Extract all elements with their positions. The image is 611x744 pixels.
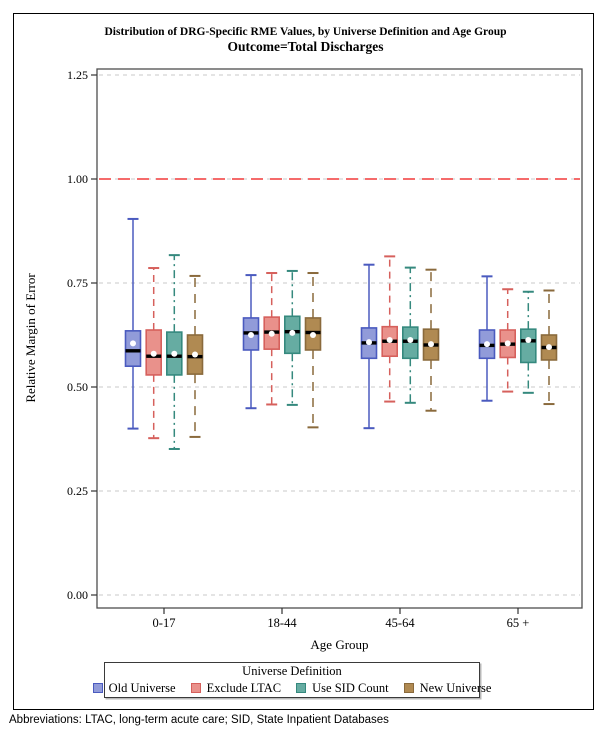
figure-border [13,13,594,710]
y-tick-label: 1.00 [67,172,88,186]
mean-marker-new-universe-0-17 [192,351,198,358]
mean-marker-exclude-ltac-65+ [504,340,511,347]
x-tick-label: 0-17 [153,616,176,630]
y-tick-label: 0.25 [67,484,88,498]
legend-swatch-icon [190,683,201,693]
legend-items: Old Universe Exclude LTAC Use SID Count New… [92,679,491,697]
y-tick-label: 0.50 [67,380,88,394]
legend-label: Use SID Count [312,680,389,695]
x-axis-title: Age Group [310,637,369,652]
plot-frame [96,68,583,609]
footnote: Abbreviations: LTAC, long-term acute car… [9,714,389,726]
box-use-sid-count-65+ [519,328,537,364]
box-old-universe-0-17 [124,330,142,367]
legend-item-exclude-ltac: Exclude LTAC [190,680,282,696]
y-tick-label: 0.75 [67,276,88,290]
y-axis-title: Relative Margin of Error [23,273,38,403]
legend-label: Old Universe [108,680,176,695]
mean-marker-old-universe-0-17 [130,340,136,347]
mean-marker-use-sid-count-65+ [525,336,532,343]
y-tick-label: 1.25 [67,68,88,82]
chart-title: Distribution of DRG-Specific RME Values,… [104,26,507,38]
legend-item-new-universe: New Universe [403,680,492,696]
mean-marker-use-sid-count-0-17 [171,350,178,357]
mean-marker-new-universe-45-64 [428,341,434,348]
y-tick-label: 0.00 [67,588,88,602]
legend-label: New Universe [419,680,492,695]
x-tick-label: 65 + [507,616,530,630]
mean-marker-exclude-ltac-45-64 [386,336,393,343]
mean-marker-exclude-ltac-0-17 [150,350,157,357]
legend-swatch-icon [296,683,307,693]
legend-title: Universe Definition [242,664,342,678]
x-tick-label: 45-64 [385,616,415,630]
legend-item-old-universe: Old Universe [92,680,176,696]
mean-marker-use-sid-count-18-44 [289,329,296,336]
legend-item-use-sid-count: Use SID Count [296,680,389,696]
legend-swatch-icon [92,683,103,693]
mean-marker-old-universe-45-64 [366,339,372,346]
legend: Universe Definition Old Universe Exclude … [92,662,491,698]
mean-marker-new-universe-18-44 [310,332,316,338]
x-tick-label: 18-44 [267,616,297,630]
chart-subtitle: Outcome=Total Discharges [227,39,384,54]
mean-marker-exclude-ltac-18-44 [268,330,275,337]
mean-marker-old-universe-18-44 [248,332,254,338]
mean-marker-use-sid-count-45-64 [407,336,414,343]
legend-label: Exclude LTAC [206,680,282,695]
legend-swatch-icon [403,683,414,693]
mean-marker-new-universe-65+ [546,344,552,351]
mean-marker-old-universe-65+ [484,341,490,348]
boxplot-canvas: 0.00 0.25 0.50 0.75 1.00 1.25 0-17 18-44 45-64 65… [67,68,583,630]
